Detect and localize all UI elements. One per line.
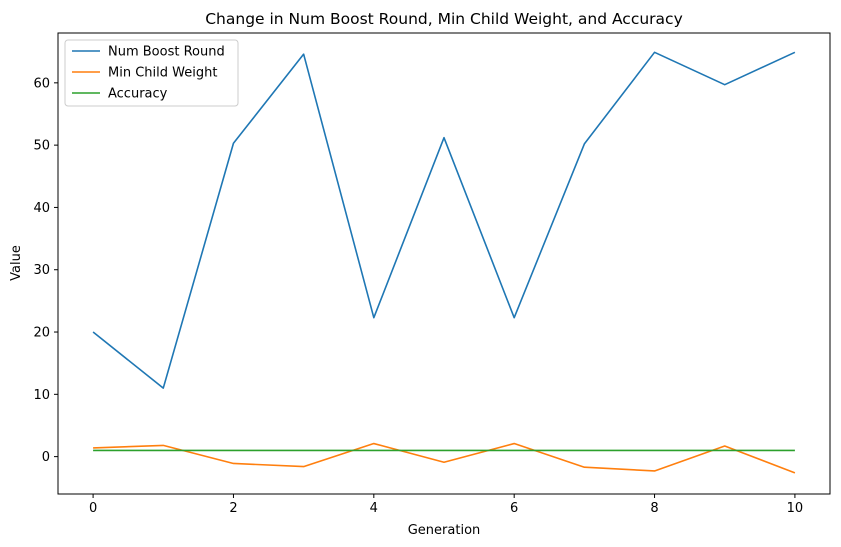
y-tick-label: 30 (33, 263, 50, 278)
y-tick-label: 50 (33, 139, 50, 154)
x-tick-label: 2 (229, 501, 237, 516)
y-tick-label: 20 (33, 326, 50, 341)
y-axis-label: Value (9, 245, 24, 281)
legend: Num Boost Round Min Child Weight Accuracy (64, 39, 239, 107)
y-axis-ticks: 0 10 20 30 40 50 60 (33, 76, 58, 465)
legend-label-0: Num Boost Round (108, 45, 225, 60)
y-tick-label: 40 (33, 201, 50, 216)
x-tick-label: 4 (370, 501, 378, 516)
y-tick-label: 60 (33, 76, 50, 91)
series-line-1 (93, 442, 796, 474)
legend-label-2: Accuracy (108, 87, 168, 102)
x-tick-label: 10 (787, 501, 804, 516)
y-tick-label: 10 (33, 388, 50, 403)
chart-title: Change in Num Boost Round, Min Child Wei… (205, 10, 683, 28)
x-tick-label: 6 (510, 501, 518, 516)
legend-box (64, 39, 239, 107)
plot-lines (92, 51, 796, 474)
legend-label-1: Min Child Weight (108, 66, 217, 81)
series-line-0 (92, 51, 796, 389)
x-tick-label: 0 (89, 501, 97, 516)
plot-frame (57, 32, 831, 495)
y-tick-label: 0 (42, 450, 50, 465)
x-axis-label: Generation (408, 523, 481, 538)
x-tick-label: 8 (650, 501, 658, 516)
x-axis-ticks: 0 2 4 6 8 10 (89, 494, 803, 516)
